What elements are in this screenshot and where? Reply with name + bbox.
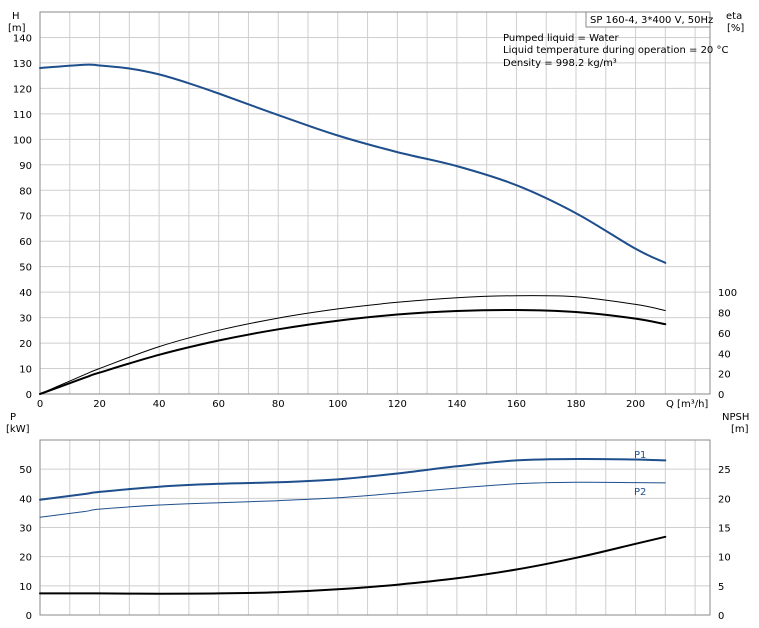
series-line-bot-1	[39, 481, 666, 518]
series-line-bot-0	[39, 457, 667, 501]
axis-ticks-bottom: 0 10 20 30 40 50 0 5 10 15 20 25	[19, 465, 730, 622]
y-right-tick-label: 20	[718, 370, 731, 381]
series-line-top-2	[39, 308, 667, 395]
y-right-tick-label: 10	[718, 553, 731, 564]
series-bottom	[39, 457, 667, 595]
y-left-tick-label: 10	[19, 365, 32, 376]
y-left-tick-label: 50	[19, 465, 32, 476]
x-tick-label: 180	[566, 399, 585, 410]
plot-frame-bottom	[39, 439, 711, 616]
y-left-tick-label: 20	[19, 553, 32, 564]
y-left-tick-label: 30	[19, 314, 32, 325]
grid-bot	[40, 440, 710, 615]
x-tick-label: 140	[447, 399, 466, 410]
series-label-p2: P2	[634, 487, 646, 498]
y-right-label-line1: eta	[726, 11, 742, 22]
y-right-tick-label: 60	[718, 329, 731, 340]
y-left-label-line1: H	[12, 11, 20, 22]
y-right-label-line1-bottom: NPSH	[722, 412, 749, 423]
y-left-tick-label: 130	[13, 59, 32, 70]
y-left-label-line2-bottom: [kW]	[6, 424, 30, 435]
series-line-bot-2	[39, 535, 667, 595]
y-left-tick-label: 60	[19, 237, 32, 248]
x-tick-label: 200	[626, 399, 645, 410]
y-right-tick-label: 40	[718, 349, 731, 360]
series-top	[39, 63, 667, 395]
y-right-tick-label: 15	[718, 524, 731, 535]
y-left-tick-label: 100	[13, 135, 32, 146]
grid-top	[40, 12, 710, 394]
y-left-tick-label: 10	[19, 582, 32, 593]
y-left-tick-label: 80	[19, 186, 32, 197]
head-efficiency-panel: 0 20 40 60 80 100 120 140 160 180 2000102030405060…	[8, 11, 744, 410]
annotation-pumped-liquid: Pumped liquid = Water	[503, 33, 620, 44]
power-npsh-panel: 0 10 20 30 40 50 0 5 10 15 20 25 P [kW] NPSH [m] P1…	[6, 412, 749, 622]
y-left-tick-label: 110	[13, 110, 32, 121]
x-tick-label: 160	[507, 399, 526, 410]
x-axis-label: Q [m³/h]	[666, 399, 708, 410]
plot-frame-top	[39, 11, 711, 395]
x-tick-label: 40	[153, 399, 166, 410]
y-right-tick-label: 100	[718, 288, 737, 299]
y-left-label-line1-bottom: P	[10, 412, 16, 423]
y-right-label-line2-bottom: [m]	[731, 424, 749, 435]
y-right-tick-label: 80	[718, 309, 731, 320]
y-right-tick-label: 25	[718, 465, 731, 476]
y-left-tick-label: 140	[13, 33, 32, 44]
chart-title-box	[585, 11, 711, 28]
y-left-label-line2: [m]	[8, 23, 26, 34]
y-right-tick-label: 20	[718, 494, 731, 505]
y-left-tick-label: 40	[19, 494, 32, 505]
series-label-p1: P1	[634, 450, 646, 461]
y-left-tick-label: 120	[13, 84, 32, 95]
annotation-density: Density = 998.2 kg/m³	[503, 58, 617, 69]
y-left-tick-label: 20	[19, 339, 32, 350]
y-left-tick-label: 30	[19, 524, 32, 535]
y-left-tick-label: 0	[26, 390, 32, 401]
y-left-tick-label: 50	[19, 263, 32, 274]
axis-ticks-top: 0 20 40 60 80 100 120 140 160 180 2000102030405060…	[13, 33, 737, 410]
series-line-top-0	[39, 63, 667, 264]
y-right-label-line2: [%]	[727, 23, 744, 34]
annotation-liquid-temperature: Liquid temperature during operation = 20…	[503, 45, 728, 56]
y-left-tick-label: 70	[19, 212, 32, 223]
x-tick-label: 20	[93, 399, 106, 410]
y-right-tick-label: 5	[718, 582, 724, 593]
series-line-top-1	[39, 295, 666, 395]
x-tick-label: 80	[272, 399, 285, 410]
x-tick-label: 60	[212, 399, 225, 410]
y-right-tick-label: 0	[718, 611, 724, 622]
x-tick-label: 120	[388, 399, 407, 410]
chart-title: SP 160-4, 3*400 V, 50Hz	[590, 15, 713, 26]
y-right-tick-label: 0	[718, 390, 724, 401]
x-tick-label: 0	[37, 399, 43, 410]
x-tick-label: 100	[328, 399, 347, 410]
y-left-tick-label: 0	[26, 611, 32, 622]
y-left-tick-label: 40	[19, 288, 32, 299]
y-left-tick-label: 90	[19, 161, 32, 172]
